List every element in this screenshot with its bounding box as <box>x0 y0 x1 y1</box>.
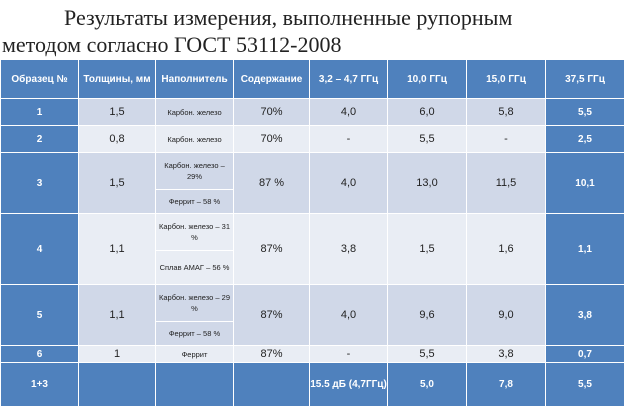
value-cell: - <box>466 125 546 153</box>
thickness-cell: 1,5 <box>78 98 156 126</box>
table-row: 1 1,5 Карбон. железо 70% 4,0 6,0 5,8 5,5 <box>0 98 624 126</box>
value-cell: 0,7 <box>545 345 624 363</box>
sample-id: 3 <box>0 152 79 214</box>
slide-title: Результаты измерения, выполненные рупорн… <box>0 4 624 58</box>
filler-cell: Сплав АМАГ – 56 % <box>155 250 234 285</box>
value-cell: 3,8 <box>466 345 546 363</box>
value-cell: 2,5 <box>545 125 624 153</box>
header-content: Содержание <box>233 59 310 99</box>
table-subrow: Феррит – 58 % <box>1 189 624 214</box>
title-line-2: методом согласно ГОСТ 53112-2008 <box>2 32 342 57</box>
table-row: 1+3 15.5 дБ (4,7ГГц) 5,0 7,8 5,5 <box>0 362 624 407</box>
thickness-cell <box>78 362 156 407</box>
content-cell <box>233 362 310 407</box>
thickness-cell: 1,1 <box>78 213 156 285</box>
value-cell: - <box>309 345 388 363</box>
header-filler: Наполнитель <box>155 59 234 99</box>
value-cell: 6,0 <box>387 98 467 126</box>
content-cell: 87 % <box>233 152 310 214</box>
header-freq-2: 10,0 ГГц <box>387 59 467 99</box>
thickness-cell: 1,1 <box>78 284 156 346</box>
filler-cell: Карбон. железо <box>155 125 234 153</box>
value-cell: 5,5 <box>387 125 467 153</box>
content-cell: 70% <box>233 125 310 153</box>
header-freq-1: 3,2 – 4,7 ГГц <box>309 59 388 99</box>
header-freq-4: 37,5 ГГц <box>545 59 624 99</box>
filler-cell <box>155 362 234 407</box>
value-cell: 5,5 <box>545 98 624 126</box>
results-table: Образец № Толщины, мм Наполнитель Содерж… <box>0 59 624 407</box>
value-cell: 5,5 <box>387 345 467 363</box>
content-cell: 87% <box>233 345 310 363</box>
value-cell: 9,6 <box>387 284 467 346</box>
value-cell: 4,0 <box>309 152 388 214</box>
thickness-cell: 1,5 <box>78 152 156 214</box>
content-cell: 70% <box>233 98 310 126</box>
filler-cell: Феррит – 58 % <box>155 189 234 214</box>
sample-id: 1+3 <box>0 362 79 407</box>
value-cell: 1,6 <box>466 213 546 285</box>
header-sample: Образец № <box>0 59 79 99</box>
value-cell: - <box>309 125 388 153</box>
table-row: 3 1,5 Карбон. железо – 29% 87 % 4,0 13,0… <box>0 152 624 214</box>
value-cell: 15.5 дБ (4,7ГГц) <box>309 362 388 407</box>
table-row: 4 1,1 Карбон. железо – 31 % 87% 3,8 1,5 … <box>0 213 624 285</box>
filler-cell: Карбон. железо – 29 % <box>155 284 234 322</box>
filler-cell: Феррит <box>155 345 234 363</box>
table-subrow: Феррит – 58 % <box>1 321 624 346</box>
value-cell: 7,8 <box>466 362 546 407</box>
value-cell: 9,0 <box>466 284 546 346</box>
header-thickness: Толщины, мм <box>78 59 156 99</box>
thickness-cell: 0,8 <box>78 125 156 153</box>
value-cell: 13,0 <box>387 152 467 214</box>
sample-id: 1 <box>0 98 79 126</box>
value-cell: 3,8 <box>545 284 624 346</box>
title-line-1: Результаты измерения, выполненные рупорн… <box>64 5 513 30</box>
filler-cell: Карбон. железо <box>155 98 234 126</box>
value-cell: 4,0 <box>309 284 388 346</box>
value-cell: 1,5 <box>387 213 467 285</box>
table-subrow: Сплав АМАГ – 56 % <box>1 250 624 285</box>
value-cell: 5,5 <box>545 362 624 407</box>
value-cell: 3,8 <box>309 213 388 285</box>
filler-cell: Карбон. железо – 29% <box>155 152 234 190</box>
header-freq-3: 15,0 ГГц <box>466 59 546 99</box>
sample-id: 5 <box>0 284 79 346</box>
value-cell: 4,0 <box>309 98 388 126</box>
value-cell: 5,8 <box>466 98 546 126</box>
filler-cell: Феррит – 58 % <box>155 321 234 346</box>
value-cell: 10,1 <box>545 152 624 214</box>
filler-cell: Карбон. железо – 31 % <box>155 213 234 251</box>
sample-id: 6 <box>0 345 79 363</box>
sample-id: 2 <box>0 125 79 153</box>
value-cell: 11,5 <box>466 152 546 214</box>
value-cell: 1,1 <box>545 213 624 285</box>
content-cell: 87% <box>233 284 310 346</box>
header-row: Образец № Толщины, мм Наполнитель Содерж… <box>0 59 624 99</box>
table-row: 6 1 Феррит 87% - 5,5 3,8 0,7 <box>0 345 624 363</box>
content-cell: 87% <box>233 213 310 285</box>
thickness-cell: 1 <box>78 345 156 363</box>
table-row: 5 1,1 Карбон. железо – 29 % 87% 4,0 9,6 … <box>0 284 624 346</box>
sample-id: 4 <box>0 213 79 285</box>
value-cell: 5,0 <box>387 362 467 407</box>
table-row: 2 0,8 Карбон. железо 70% - 5,5 - 2,5 <box>0 125 624 153</box>
